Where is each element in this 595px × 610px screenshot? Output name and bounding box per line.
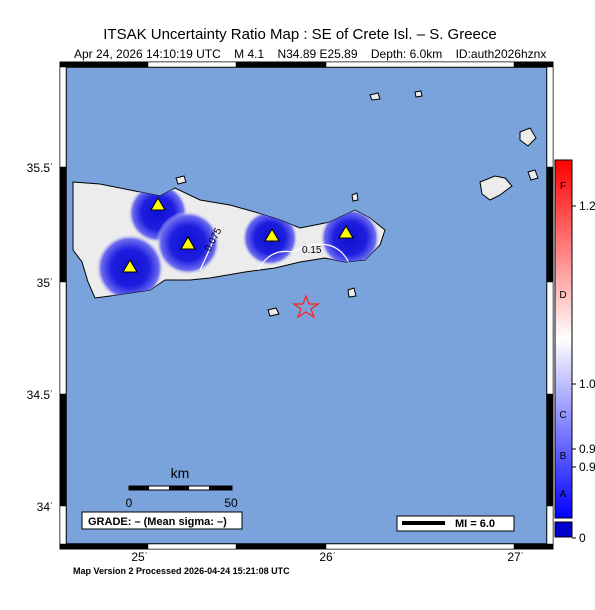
mi-label: MI = 6.0 xyxy=(455,518,495,530)
lat-tick-label: 35.5˙ xyxy=(27,161,54,175)
map-frame xyxy=(59,61,554,550)
colorbar-value: 0.9 xyxy=(579,442,595,456)
station-triangle[interactable] xyxy=(338,225,354,239)
grade-letter: D xyxy=(559,290,566,301)
colorbar-value: 1.2 xyxy=(579,199,595,213)
colorbar-value: 0.9 xyxy=(579,460,595,474)
event-info: Apr 24, 2026 14:10:19 UTC M 4.1 N34.89 E… xyxy=(74,47,556,61)
sea-area xyxy=(66,67,547,544)
contour-label: 0.15 xyxy=(302,245,322,256)
mi-legend-box xyxy=(396,515,515,532)
grade-text: GRADE: – (Mean sigma: –) xyxy=(88,516,227,528)
station-triangle[interactable] xyxy=(122,259,138,273)
small-islands xyxy=(175,90,539,317)
grade-box xyxy=(81,511,243,530)
colorbar-value: 1.0 xyxy=(579,377,595,391)
event-datetime: Apr 24, 2026 14:10:19 UTC xyxy=(74,47,221,61)
stations xyxy=(122,197,354,273)
colorbar: F D C B A 1.2 1.0 0.9 0.9 0 xyxy=(554,159,595,545)
station-triangle[interactable] xyxy=(150,197,166,211)
scale-min: 0 xyxy=(126,496,133,510)
lon-tick-label: 26˙ xyxy=(319,550,336,564)
event-location: N34.89 E25.89 xyxy=(277,47,358,61)
lon-tick-label: 25˙ xyxy=(131,550,148,564)
mi-line xyxy=(402,521,445,525)
lat-tick-label: 34˙ xyxy=(37,500,54,514)
scale-bar: km 0 50 xyxy=(126,465,238,510)
epicenter-star[interactable] xyxy=(291,294,321,319)
map-title: ITSAK Uncertainty Ratio Map : SE of Cret… xyxy=(103,26,497,43)
grade-letter: F xyxy=(560,181,566,192)
event-depth: Depth: 6.0km xyxy=(370,47,443,61)
station-triangle[interactable] xyxy=(180,236,196,250)
processing-footer: Map Version 2 Processed 2026-04-24 15:21… xyxy=(73,566,290,576)
lon-tick-label: 27˙ xyxy=(507,550,524,564)
station-triangle[interactable] xyxy=(264,228,280,242)
crete-island xyxy=(72,181,386,299)
lat-tick-label: 34.5˙ xyxy=(27,388,54,402)
event-id: ID:auth2026hznx xyxy=(455,47,547,61)
contour-line xyxy=(257,243,353,271)
scale-max: 50 xyxy=(224,496,238,510)
grade-letter: A xyxy=(560,489,567,500)
grade-letter: B xyxy=(560,451,567,462)
scale-unit: km xyxy=(171,465,190,481)
colorbar-value: 0 xyxy=(579,531,586,545)
grade-letter: C xyxy=(559,410,566,421)
lat-tick-label: 35˙ xyxy=(37,276,54,290)
contour-line xyxy=(199,227,219,271)
event-magnitude: M 4.1 xyxy=(234,47,265,61)
